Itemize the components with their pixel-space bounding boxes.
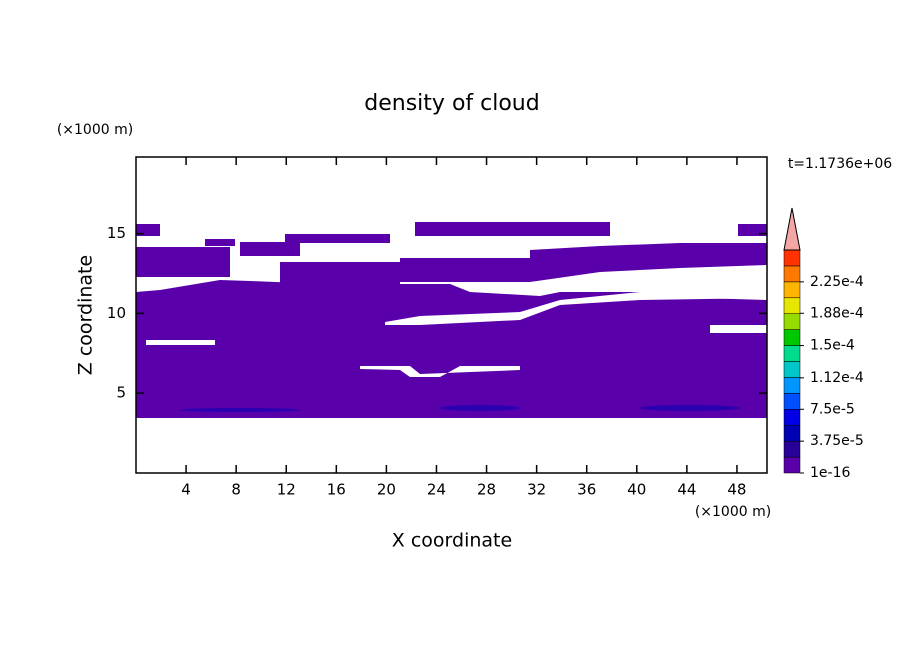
- colorbar-box: [783, 456, 801, 474]
- colorbar-box: [783, 361, 801, 378]
- colorbar-label: 1.88e-4: [810, 305, 864, 321]
- colorbar-box: [783, 377, 801, 394]
- y-tick-label: 5: [116, 384, 126, 402]
- x-tick-label: 16: [327, 481, 346, 499]
- colorbar-box: [783, 345, 801, 362]
- x-tick-label: 32: [527, 481, 546, 499]
- contour-field: [136, 222, 767, 418]
- colorbar-box: [783, 329, 801, 346]
- x-unit: (×1000 m): [695, 504, 771, 520]
- x-tick-label: 12: [277, 481, 296, 499]
- colorbar-label: 1.12e-4: [810, 370, 864, 386]
- x-tick-label: 28: [477, 481, 496, 499]
- colorbar-box: [783, 409, 801, 426]
- colorbar-box: [783, 249, 801, 267]
- x-axis-label: X coordinate: [392, 530, 512, 552]
- colorbar-label: 1.5e-4: [810, 338, 855, 354]
- y-unit: (×1000 m): [57, 122, 133, 138]
- colorbar-box: [783, 313, 801, 330]
- y-tick-label: 10: [107, 304, 126, 322]
- colorbar-label: 1e-16: [810, 465, 850, 481]
- x-tick-label: 20: [377, 481, 396, 499]
- chart-title: density of cloud: [364, 91, 539, 116]
- time-annotation: t=1.1736e+06: [788, 156, 892, 172]
- plot-frame: [135, 156, 768, 474]
- colorbar-box: [783, 440, 801, 458]
- colorbar-extend: [783, 207, 801, 251]
- colorbar-box: [783, 424, 801, 442]
- x-tick-label: 24: [427, 481, 446, 499]
- colorbar-box: [783, 297, 801, 314]
- x-tick-label: 4: [181, 481, 191, 499]
- x-tick-label: 48: [727, 481, 746, 499]
- colorbar-label: 2.25e-4: [810, 274, 864, 290]
- x-tick-label: 8: [231, 481, 241, 499]
- x-tick-label: 40: [627, 481, 646, 499]
- colorbar-label: 3.75e-5: [810, 433, 864, 449]
- colorbar-box: [783, 265, 801, 283]
- x-tick-label: 36: [577, 481, 596, 499]
- y-tick-label: 15: [107, 224, 126, 242]
- y-axis-label: Z coordinate: [75, 255, 97, 375]
- x-tick-label: 44: [677, 481, 696, 499]
- colorbar-label: 7.5e-5: [810, 401, 855, 417]
- colorbar-box: [783, 281, 801, 299]
- colorbar-box: [783, 393, 801, 410]
